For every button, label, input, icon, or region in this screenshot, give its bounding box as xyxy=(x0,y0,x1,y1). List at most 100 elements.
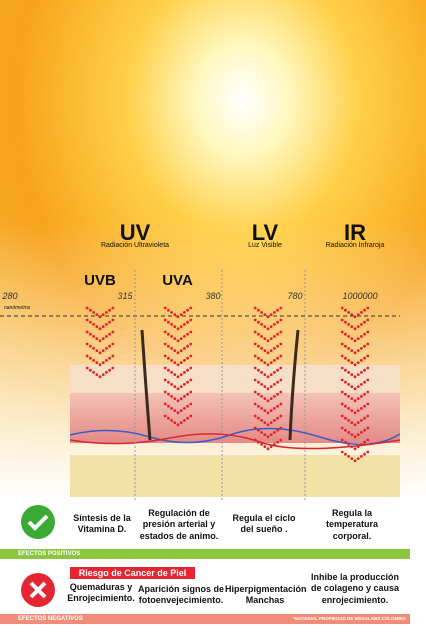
ray-dot xyxy=(179,325,183,328)
ray-dot xyxy=(350,385,354,388)
ray-dot xyxy=(263,337,267,340)
ray-dot xyxy=(279,378,283,382)
ray-dot xyxy=(340,438,344,442)
ray-dot xyxy=(366,342,370,346)
ray-dot xyxy=(108,332,111,336)
ray-dot xyxy=(363,356,366,360)
ray-dot xyxy=(257,392,260,396)
ray-dot xyxy=(347,347,350,350)
ray-dot xyxy=(173,373,177,376)
ray-dot xyxy=(350,337,354,340)
ray-dot xyxy=(260,359,263,362)
ray-dot xyxy=(263,325,267,328)
ray-dot xyxy=(266,351,270,355)
ray-dot xyxy=(356,421,360,424)
ray-dot xyxy=(276,356,279,360)
ray-dot xyxy=(173,421,177,424)
ray-dot xyxy=(340,414,344,418)
ray-dot xyxy=(340,306,344,310)
ray-dot xyxy=(176,315,180,319)
ray-dot xyxy=(170,347,174,350)
ray-dot xyxy=(95,361,99,364)
ray-dot xyxy=(89,308,92,312)
ray-dot xyxy=(163,354,167,358)
ray-dot xyxy=(179,385,183,388)
ray-dot xyxy=(189,414,193,418)
ray-dot xyxy=(186,380,190,384)
ray-dot xyxy=(167,356,170,360)
ray-dot xyxy=(111,318,115,322)
ray-dot xyxy=(273,371,276,374)
ray-dot xyxy=(257,332,260,336)
ray-dot xyxy=(363,440,366,444)
ray-dot xyxy=(276,380,279,384)
ray-dot xyxy=(273,335,276,338)
ray-dot xyxy=(173,397,177,400)
ray-dot xyxy=(173,325,177,328)
ray-dot xyxy=(179,373,183,376)
ray-dot xyxy=(363,392,366,396)
ray-dot xyxy=(163,342,167,346)
ray-dot xyxy=(266,399,270,403)
ray-dot xyxy=(163,330,167,334)
ray-dot xyxy=(340,426,344,430)
ray-dot xyxy=(105,335,108,338)
ray-dot xyxy=(273,419,276,422)
ray-dot xyxy=(260,335,263,338)
ray-dot xyxy=(257,320,260,324)
ray-dot xyxy=(350,409,354,412)
ray-dot xyxy=(163,414,167,418)
ray-dot xyxy=(366,390,370,394)
ray-dot xyxy=(186,356,190,360)
ray-dot xyxy=(189,378,193,382)
ray-dot xyxy=(360,371,363,374)
credit: *MATERIAL PROPIEDAD DE MEGALABS COLOMBIA xyxy=(293,616,406,621)
ray-dot xyxy=(269,349,273,352)
ray-dot xyxy=(170,311,174,314)
ray-dot xyxy=(170,335,174,338)
ray-dot xyxy=(167,380,170,384)
ray-dot xyxy=(89,356,92,360)
ray-dot xyxy=(344,428,347,432)
ray-dot xyxy=(366,354,370,358)
ray-dot xyxy=(353,447,357,451)
wavelength: 380 xyxy=(205,291,221,301)
band-code: IR xyxy=(344,220,366,245)
ray-dot xyxy=(263,349,267,352)
ray-dot xyxy=(176,351,180,355)
ray-dot xyxy=(179,409,183,412)
ray-dot xyxy=(257,356,260,360)
band-label: Luz Visible xyxy=(248,242,282,249)
ray-dot xyxy=(344,344,347,348)
ray-dot xyxy=(176,339,180,343)
unit: nanómetros xyxy=(4,305,31,311)
ray-dot xyxy=(101,361,105,364)
ray-dot xyxy=(266,435,270,439)
ray-dot xyxy=(85,342,89,346)
ray-dot xyxy=(253,390,257,394)
ray-dot xyxy=(366,438,370,442)
ray-dot xyxy=(186,308,190,312)
ray-dot xyxy=(92,371,95,374)
positive-icon xyxy=(21,505,55,539)
effect: Síntesis de la Vitamina D. xyxy=(73,513,131,535)
ray-dot xyxy=(266,375,270,379)
ray-dot xyxy=(89,368,92,372)
ray-dot xyxy=(366,402,370,406)
ray-dot xyxy=(253,378,257,382)
ray-dot xyxy=(186,416,190,420)
ray-dot xyxy=(353,411,357,415)
ray-dot xyxy=(266,315,270,319)
ray-dot xyxy=(167,368,170,372)
ray-dot xyxy=(163,306,167,310)
ray-dot xyxy=(269,445,273,448)
ray-dot xyxy=(347,371,350,374)
ray-dot xyxy=(347,455,350,458)
ray-dot xyxy=(344,356,347,360)
ray-dot xyxy=(105,311,108,314)
ray-dot xyxy=(353,375,357,379)
ray-dot xyxy=(276,416,279,420)
ray-dot xyxy=(89,332,92,336)
ray-dot xyxy=(176,327,180,331)
ray-dot xyxy=(263,409,267,412)
